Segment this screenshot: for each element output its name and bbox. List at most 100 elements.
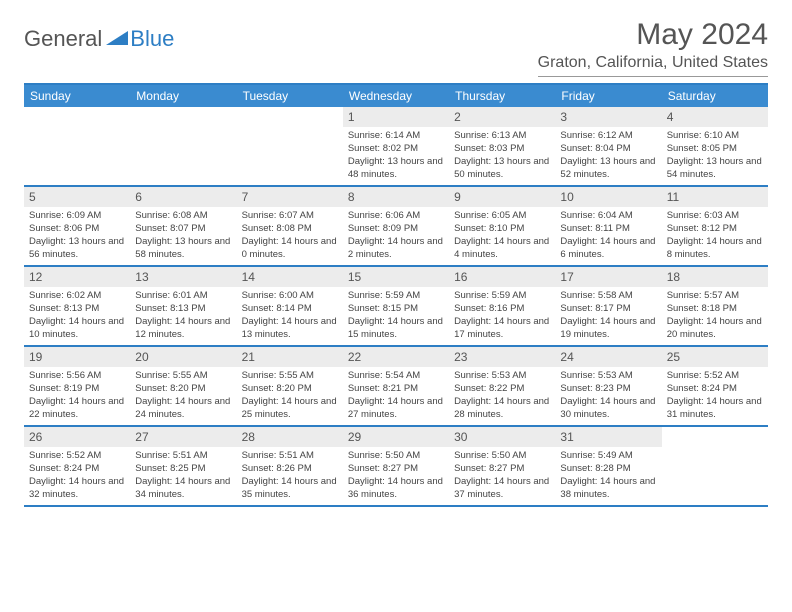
day-number: 21 xyxy=(237,347,343,367)
day-cell: 4Sunrise: 6:10 AMSunset: 8:05 PMDaylight… xyxy=(662,107,768,185)
daylight-line: Daylight: 13 hours and 50 minutes. xyxy=(454,156,550,182)
day-body: Sunrise: 5:52 AMSunset: 8:24 PMDaylight:… xyxy=(662,367,768,424)
sunset-line: Sunset: 8:17 PM xyxy=(560,303,656,316)
day-number: 26 xyxy=(24,427,130,447)
location: Graton, California, United States xyxy=(538,54,768,77)
day-number: 30 xyxy=(449,427,555,447)
daylight-line: Daylight: 14 hours and 36 minutes. xyxy=(348,476,444,502)
daylight-line: Daylight: 14 hours and 19 minutes. xyxy=(560,316,656,342)
sunset-line: Sunset: 8:28 PM xyxy=(560,463,656,476)
daylight-line: Daylight: 14 hours and 35 minutes. xyxy=(242,476,338,502)
logo: General Blue xyxy=(24,18,174,52)
day-body: Sunrise: 6:02 AMSunset: 8:13 PMDaylight:… xyxy=(24,287,130,344)
day-body: Sunrise: 6:06 AMSunset: 8:09 PMDaylight:… xyxy=(343,207,449,264)
day-number: 13 xyxy=(130,267,236,287)
daylight-line: Daylight: 14 hours and 37 minutes. xyxy=(454,476,550,502)
sunrise-line: Sunrise: 6:05 AM xyxy=(454,210,550,223)
day-number: 17 xyxy=(555,267,661,287)
daylight-line: Daylight: 14 hours and 24 minutes. xyxy=(135,396,231,422)
daylight-line: Daylight: 14 hours and 17 minutes. xyxy=(454,316,550,342)
empty-cell xyxy=(662,427,768,505)
day-number: 25 xyxy=(662,347,768,367)
week-row: 19Sunrise: 5:56 AMSunset: 8:19 PMDayligh… xyxy=(24,347,768,427)
day-body: Sunrise: 5:57 AMSunset: 8:18 PMDaylight:… xyxy=(662,287,768,344)
daylight-line: Daylight: 14 hours and 2 minutes. xyxy=(348,236,444,262)
sunrise-line: Sunrise: 6:03 AM xyxy=(667,210,763,223)
daylight-line: Daylight: 14 hours and 22 minutes. xyxy=(29,396,125,422)
sunrise-line: Sunrise: 5:55 AM xyxy=(242,370,338,383)
sunset-line: Sunset: 8:14 PM xyxy=(242,303,338,316)
sunset-line: Sunset: 8:19 PM xyxy=(29,383,125,396)
day-body: Sunrise: 5:51 AMSunset: 8:26 PMDaylight:… xyxy=(237,447,343,504)
sunrise-line: Sunrise: 6:13 AM xyxy=(454,130,550,143)
logo-triangle-icon xyxy=(106,29,128,50)
dow-monday: Monday xyxy=(130,85,236,107)
dow-tuesday: Tuesday xyxy=(237,85,343,107)
dow-wednesday: Wednesday xyxy=(343,85,449,107)
sunset-line: Sunset: 8:13 PM xyxy=(135,303,231,316)
day-body: Sunrise: 5:49 AMSunset: 8:28 PMDaylight:… xyxy=(555,447,661,504)
sunset-line: Sunset: 8:11 PM xyxy=(560,223,656,236)
day-cell: 2Sunrise: 6:13 AMSunset: 8:03 PMDaylight… xyxy=(449,107,555,185)
sunset-line: Sunset: 8:21 PM xyxy=(348,383,444,396)
daylight-line: Daylight: 13 hours and 52 minutes. xyxy=(560,156,656,182)
sunrise-line: Sunrise: 5:59 AM xyxy=(454,290,550,303)
day-body: Sunrise: 5:59 AMSunset: 8:15 PMDaylight:… xyxy=(343,287,449,344)
daylight-line: Daylight: 13 hours and 56 minutes. xyxy=(29,236,125,262)
day-cell: 11 Sunrise: 6:03 AMSunset: 8:12 PMDayligh… xyxy=(662,187,768,265)
day-body: Sunrise: 5:52 AMSunset: 8:24 PMDaylight:… xyxy=(24,447,130,504)
day-body: Sunrise: 6:10 AMSunset: 8:05 PMDaylight:… xyxy=(662,127,768,184)
sunset-line: Sunset: 8:27 PM xyxy=(348,463,444,476)
dow-thursday: Thursday xyxy=(449,85,555,107)
day-cell: 17Sunrise: 5:58 AMSunset: 8:17 PMDayligh… xyxy=(555,267,661,345)
day-cell: 25Sunrise: 5:52 AMSunset: 8:24 PMDayligh… xyxy=(662,347,768,425)
sunset-line: Sunset: 8:13 PM xyxy=(29,303,125,316)
sunrise-line: Sunrise: 6:08 AM xyxy=(135,210,231,223)
day-cell: 1 Sunrise: 6:14 AMSunset: 8:02 PMDaylight… xyxy=(343,107,449,185)
day-body: Sunrise: 5:50 AMSunset: 8:27 PMDaylight:… xyxy=(343,447,449,504)
day-number: 20 xyxy=(130,347,236,367)
daylight-line: Daylight: 14 hours and 13 minutes. xyxy=(242,316,338,342)
day-body: Sunrise: 5:53 AMSunset: 8:22 PMDaylight:… xyxy=(449,367,555,424)
daylight-line: Daylight: 14 hours and 0 minutes. xyxy=(242,236,338,262)
daylight-line: Daylight: 14 hours and 10 minutes. xyxy=(29,316,125,342)
header: General Blue May 2024 Graton, California… xyxy=(24,18,768,77)
day-cell: 3Sunrise: 6:12 AMSunset: 8:04 PMDaylight… xyxy=(555,107,661,185)
day-cell: 16Sunrise: 5:59 AMSunset: 8:16 PMDayligh… xyxy=(449,267,555,345)
sunset-line: Sunset: 8:12 PM xyxy=(667,223,763,236)
daylight-line: Daylight: 14 hours and 8 minutes. xyxy=(667,236,763,262)
day-number: 23 xyxy=(449,347,555,367)
sunrise-line: Sunrise: 5:52 AM xyxy=(29,450,125,463)
sunrise-line: Sunrise: 6:14 AM xyxy=(348,130,444,143)
day-cell: 14Sunrise: 6:00 AMSunset: 8:14 PMDayligh… xyxy=(237,267,343,345)
sunrise-line: Sunrise: 5:53 AM xyxy=(454,370,550,383)
day-number: 11 xyxy=(662,187,768,207)
dow-row: SundayMondayTuesdayWednesdayThursdayFrid… xyxy=(24,85,768,107)
daylight-line: Daylight: 13 hours and 54 minutes. xyxy=(667,156,763,182)
sunrise-line: Sunrise: 5:50 AM xyxy=(348,450,444,463)
daylight-line: Daylight: 14 hours and 12 minutes. xyxy=(135,316,231,342)
day-body: Sunrise: 6:13 AMSunset: 8:03 PMDaylight:… xyxy=(449,127,555,184)
sunset-line: Sunset: 8:24 PM xyxy=(667,383,763,396)
dow-saturday: Saturday xyxy=(662,85,768,107)
day-cell: 23Sunrise: 5:53 AMSunset: 8:22 PMDayligh… xyxy=(449,347,555,425)
sunset-line: Sunset: 8:23 PM xyxy=(560,383,656,396)
sunrise-line: Sunrise: 6:01 AM xyxy=(135,290,231,303)
day-cell: 13 Sunrise: 6:01 AMSunset: 8:13 PMDayligh… xyxy=(130,267,236,345)
day-number: 12 xyxy=(24,267,130,287)
day-cell: 31Sunrise: 5:49 AMSunset: 8:28 PMDayligh… xyxy=(555,427,661,505)
day-body: Sunrise: 5:50 AMSunset: 8:27 PMDaylight:… xyxy=(449,447,555,504)
sunrise-line: Sunrise: 6:07 AM xyxy=(242,210,338,223)
day-number: 14 xyxy=(237,267,343,287)
day-number: 18 xyxy=(662,267,768,287)
day-body: Sunrise: 6:09 AMSunset: 8:06 PMDaylight:… xyxy=(24,207,130,264)
sunset-line: Sunset: 8:02 PM xyxy=(348,143,444,156)
sunset-line: Sunset: 8:20 PM xyxy=(135,383,231,396)
daylight-line: Daylight: 13 hours and 48 minutes. xyxy=(348,156,444,182)
week-row: 12Sunrise: 6:02 AMSunset: 8:13 PMDayligh… xyxy=(24,267,768,347)
day-number: 1 xyxy=(343,107,449,127)
day-cell: 22Sunrise: 5:54 AMSunset: 8:21 PMDayligh… xyxy=(343,347,449,425)
logo-general: General xyxy=(24,26,102,52)
sunrise-line: Sunrise: 5:55 AM xyxy=(135,370,231,383)
sunrise-line: Sunrise: 6:10 AM xyxy=(667,130,763,143)
